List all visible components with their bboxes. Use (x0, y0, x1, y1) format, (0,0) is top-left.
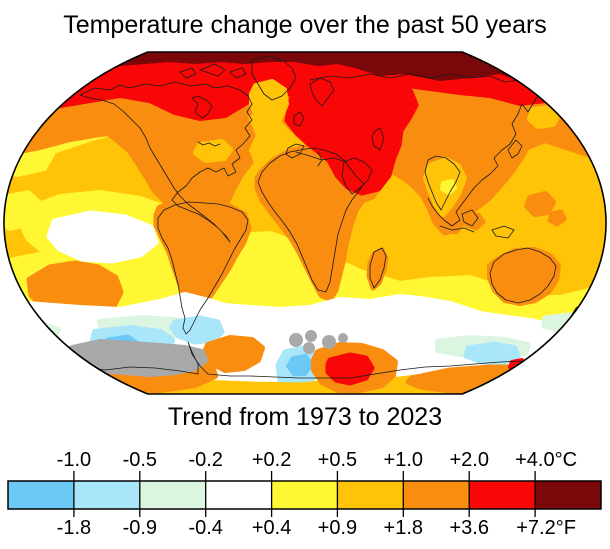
svg-text:-0.2: -0.2 (188, 449, 222, 471)
svg-text:+0.4: +0.4 (252, 517, 291, 539)
svg-text:-1.0: -1.0 (57, 449, 91, 471)
svg-text:+7.2°F: +7.2°F (516, 517, 576, 539)
svg-text:-0.4: -0.4 (188, 517, 222, 539)
svg-text:+0.5: +0.5 (318, 449, 357, 471)
svg-text:+0.2: +0.2 (252, 449, 291, 471)
svg-text:-0.5: -0.5 (123, 449, 157, 471)
svg-text:Trend from 1973 to 2023: Trend from 1973 to 2023 (168, 403, 442, 431)
svg-text:+3.6: +3.6 (449, 517, 488, 539)
svg-text:-0.9: -0.9 (123, 517, 157, 539)
svg-text:+0.9: +0.9 (318, 517, 357, 539)
svg-text:-1.8: -1.8 (57, 517, 91, 539)
svg-text:+1.8: +1.8 (384, 517, 423, 539)
svg-text:+4.0°C: +4.0°C (515, 449, 577, 471)
svg-text:+1.0: +1.0 (384, 449, 423, 471)
svg-text:Temperature change over the pa: Temperature change over the past 50 year… (63, 11, 547, 39)
svg-text:+2.0: +2.0 (449, 449, 488, 471)
